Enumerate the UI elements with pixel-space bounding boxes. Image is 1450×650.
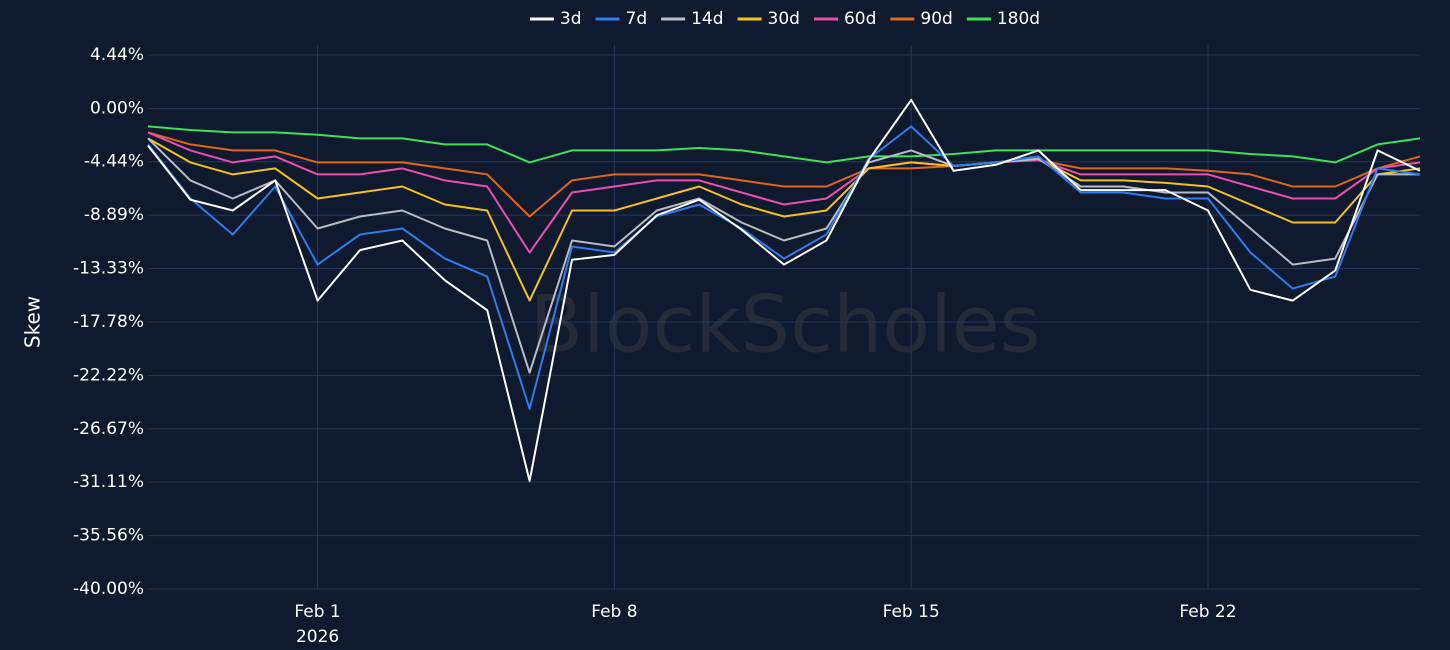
legend-label: 14d xyxy=(691,9,723,29)
y-tick-label: -17.78% xyxy=(73,312,144,332)
x-tick-label: Feb 1 xyxy=(294,602,340,622)
y-tick-label: -22.22% xyxy=(73,365,144,385)
x-tick-label: Feb 15 xyxy=(883,602,940,622)
legend: 3d 7d 14d 30d 60d 90d 180d xyxy=(529,9,1040,29)
y-axis-title: Skew xyxy=(21,296,45,348)
legend-label: 180d xyxy=(997,9,1040,29)
y-tick-label: -40.00% xyxy=(73,579,144,599)
x-tick-label: Feb 8 xyxy=(591,602,637,622)
series-line xyxy=(147,125,1421,410)
series-line xyxy=(147,131,1421,254)
x-tick-label: Feb 22 xyxy=(1179,602,1236,622)
y-tick-label: 0.00% xyxy=(90,98,144,118)
series-line xyxy=(147,131,1421,218)
y-tick-label: -4.44% xyxy=(84,152,144,172)
series-line xyxy=(147,125,1421,164)
legend-label: 90d xyxy=(920,9,952,29)
y-tick-label: -26.67% xyxy=(73,419,144,439)
legend-label: 60d xyxy=(844,9,876,29)
series-line xyxy=(147,137,1421,302)
y-tick-label: -31.11% xyxy=(73,472,144,492)
y-tick-label: -35.56% xyxy=(73,526,144,546)
legend-label: 3d xyxy=(560,9,582,29)
y-tick-label: -13.33% xyxy=(73,259,144,279)
series-line xyxy=(147,137,1420,374)
legend-label: 30d xyxy=(768,9,800,29)
series-line xyxy=(147,98,1421,482)
watermark: BlockScholes xyxy=(530,280,1041,370)
x-tick-label: 2026 xyxy=(296,627,339,647)
y-tick-label: 4.44% xyxy=(90,45,144,65)
y-tick-label: -8.89% xyxy=(84,205,144,225)
legend-label: 7d xyxy=(626,9,648,29)
